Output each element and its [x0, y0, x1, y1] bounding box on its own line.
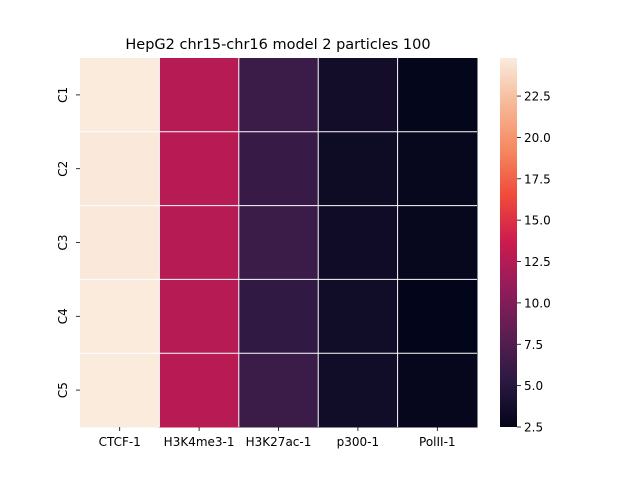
y-tick-label: C1 [56, 87, 70, 103]
heatmap-cell [80, 353, 160, 428]
heatmap-cell [238, 131, 319, 207]
heatmap-cell [238, 58, 319, 133]
y-tick-label: C3 [56, 234, 70, 250]
colorbar [500, 58, 517, 427]
colorbar-tick-label: 2.5 [524, 421, 543, 435]
heatmap-cell [318, 131, 399, 207]
heatmap-cells [80, 58, 478, 428]
heatmap-cell [318, 279, 399, 354]
x-tick-label: p300-1 [337, 435, 380, 449]
colorbar-tick-label: 10.0 [524, 296, 551, 310]
colorbar-tick-label: 12.5 [524, 255, 551, 269]
heatmap-cell [397, 279, 478, 354]
heatmap-cell [80, 58, 160, 133]
colorbar-axis: 2.5 5.0 7.5 10.0 12.5 15.0 17.5 20.0 22.5 [517, 90, 551, 435]
heatmap-cell [397, 131, 478, 207]
heatmap-cell [80, 131, 160, 207]
colorbar-tick-label: 22.5 [524, 90, 551, 104]
chart-title: HepG2 chr15-chr16 model 2 particles 100 [125, 37, 430, 53]
heatmap-cell [159, 205, 240, 280]
colorbar-tick-label: 7.5 [524, 338, 543, 352]
heatmap-cell [80, 279, 160, 354]
x-tick-label: H3K27ac-1 [246, 435, 312, 449]
colorbar-tick-label: 20.0 [524, 131, 551, 145]
cell-borders [80, 58, 477, 427]
y-tick-label: C4 [56, 308, 70, 324]
y-axis: C1 C2 C3 C4 C5 [56, 87, 80, 398]
heatmap-cell [80, 205, 160, 280]
colorbar-tick-label: 17.5 [524, 172, 551, 186]
heatmap-cell [318, 205, 399, 280]
heatmap-cell [159, 353, 240, 428]
heatmap-cell [318, 58, 399, 133]
heatmap-cell [238, 353, 319, 428]
y-tick-label: C5 [56, 382, 70, 398]
heatmap-cell [397, 353, 478, 428]
y-tick-label: C2 [56, 161, 70, 177]
x-tick-label: CTCF-1 [99, 435, 141, 449]
heatmap-cell [397, 58, 478, 133]
x-axis: CTCF-1 H3K4me3-1 H3K27ac-1 p300-1 PolII-1 [99, 427, 456, 449]
heatmap-cell [159, 58, 240, 133]
heatmap-cell [397, 205, 478, 280]
heatmap-cell [238, 205, 319, 280]
x-tick-label: H3K4me3-1 [164, 435, 235, 449]
colorbar-tick-label: 5.0 [524, 379, 543, 393]
x-tick-label: PolII-1 [419, 435, 456, 449]
heatmap-cell [318, 353, 399, 428]
heatmap-cell [159, 279, 240, 354]
heatmap-cell [159, 131, 240, 207]
heatmap-cell [238, 279, 319, 354]
colorbar-tick-label: 15.0 [524, 214, 551, 228]
